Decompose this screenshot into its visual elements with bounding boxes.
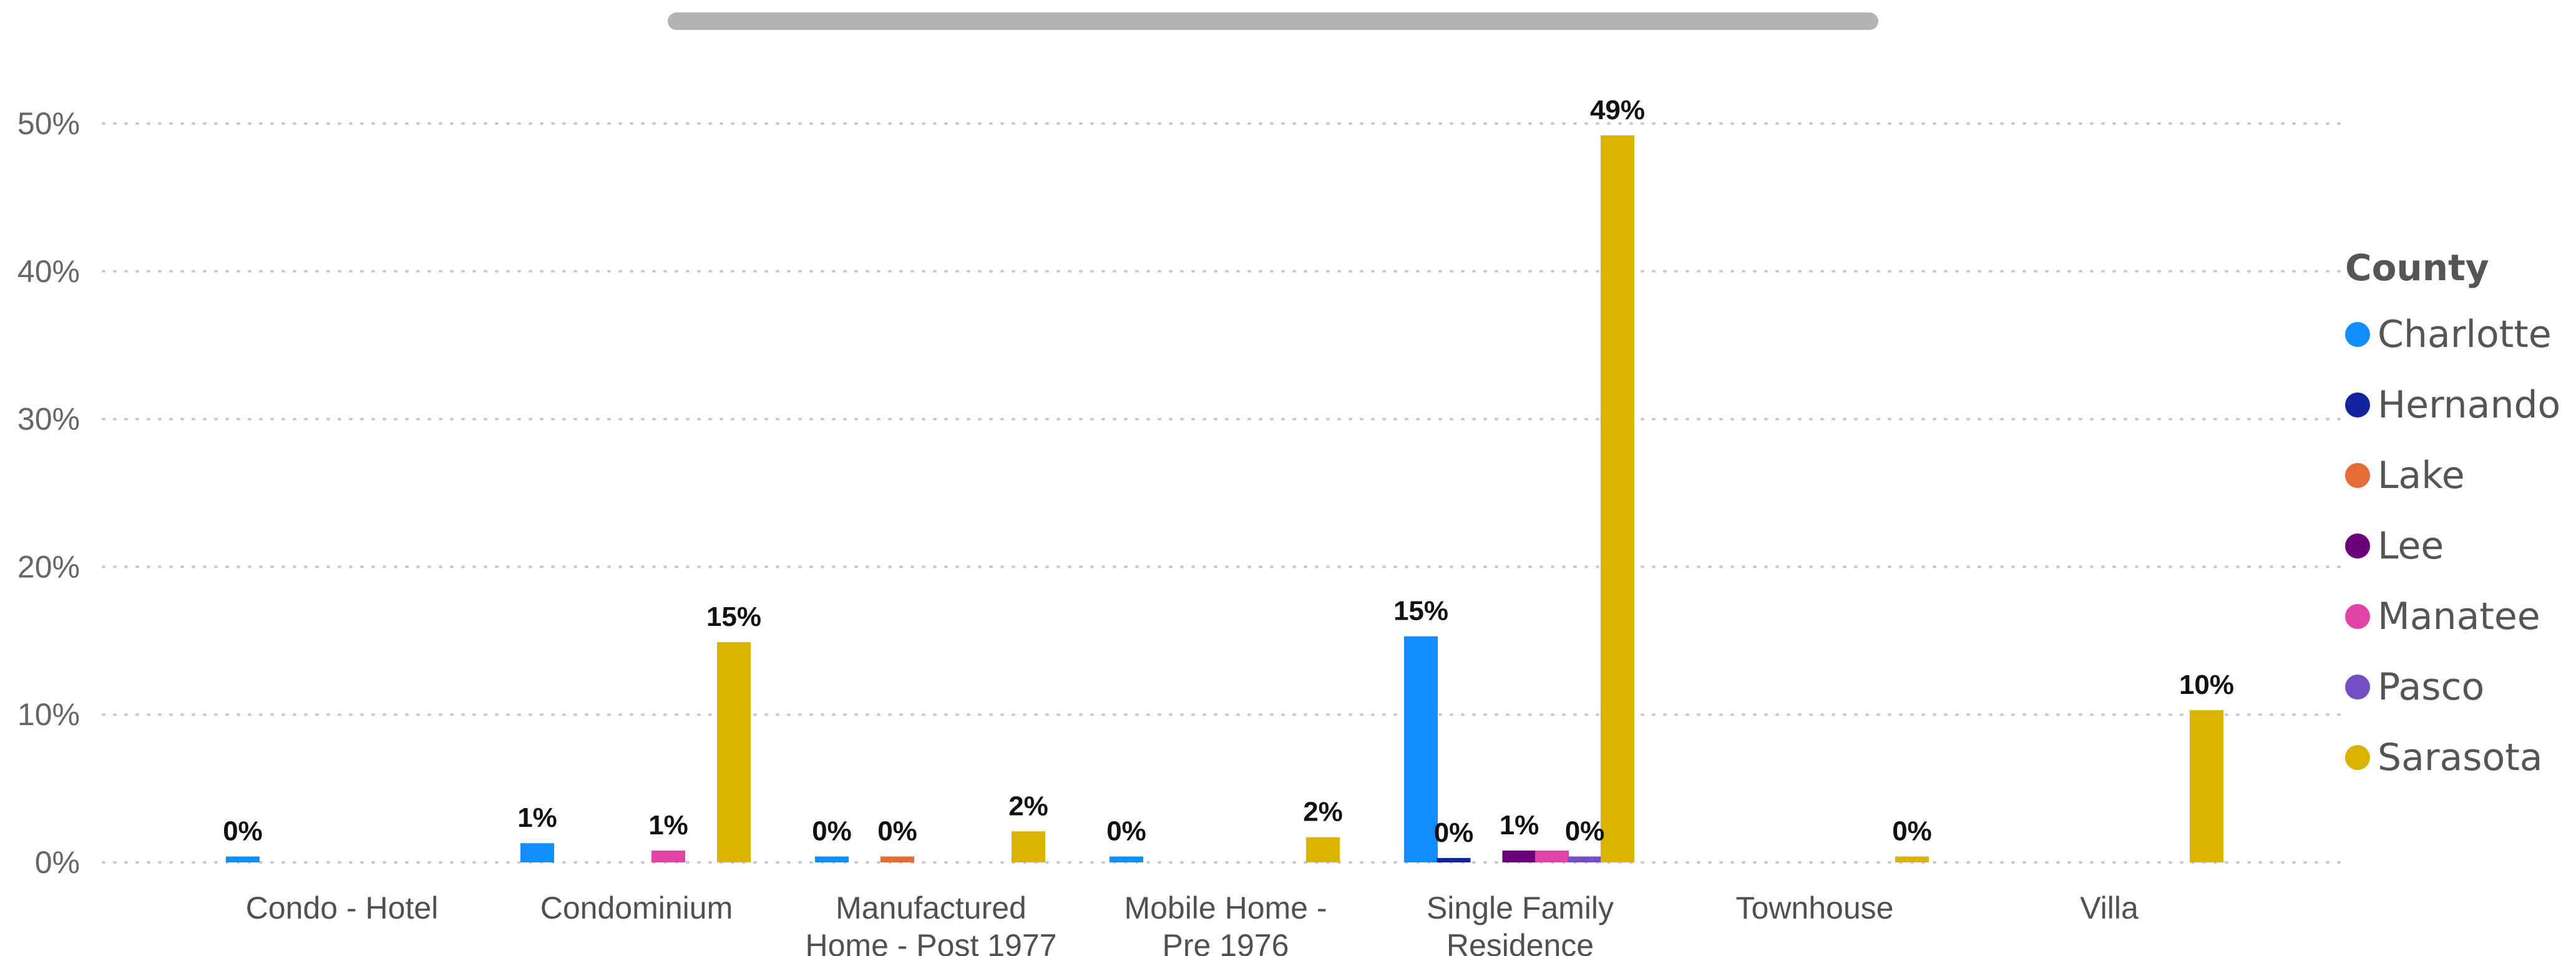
- data-label: 0%: [1892, 816, 1932, 847]
- bar-charlotte: [1404, 636, 1438, 862]
- y-tick-label: 30%: [17, 402, 80, 437]
- bar-charlotte: [520, 843, 554, 862]
- y-tick-label: 20%: [17, 549, 80, 584]
- data-labels: 0% 1% 0% 0% 15% 0% 0% 1% 1% 0% 15% 2% 2% 49% 0% 10%: [223, 95, 2234, 848]
- x-axis: Condo - Hotel Condominium Manufactured Home…: [246, 890, 2139, 956]
- x-category-label: Villa: [2080, 890, 2139, 925]
- legend-item-pasco[interactable]: Pasco: [2345, 651, 2560, 722]
- horizontal-scrollbar[interactable]: [668, 12, 1878, 30]
- x-category-label: Residence: [1447, 928, 1594, 956]
- legend-marker-icon: [2345, 603, 2370, 629]
- bar-charlotte: [1110, 856, 1143, 862]
- y-axis: 0% 10% 20% 30% 40% 50%: [17, 106, 80, 880]
- data-label: 0%: [1106, 816, 1146, 847]
- bar-sarasota: [2190, 710, 2223, 862]
- data-label: 15%: [1393, 596, 1448, 627]
- y-tick-label: 0%: [35, 845, 80, 880]
- legend-label: Pasco: [2378, 665, 2485, 709]
- bar-lee: [1502, 851, 1536, 862]
- legend-item-charlotte[interactable]: Charlotte: [2345, 299, 2560, 369]
- y-tick-label: 50%: [17, 106, 80, 141]
- bar-pasco: [1568, 856, 1602, 862]
- bar-lake: [881, 856, 914, 862]
- legend-item-lee[interactable]: Lee: [2345, 510, 2560, 581]
- bar-manatee: [651, 851, 685, 862]
- data-label: 0%: [877, 816, 917, 847]
- bar-charlotte: [226, 856, 260, 862]
- x-category-label: Manufactured: [836, 890, 1027, 925]
- y-tick-label: 40%: [17, 254, 80, 289]
- x-category-label: Home - Post 1977: [806, 928, 1057, 956]
- legend-title: County: [2345, 246, 2489, 289]
- data-label: 0%: [812, 816, 852, 847]
- bar-charlotte: [815, 856, 849, 862]
- x-category-label: Townhouse: [1736, 890, 1894, 925]
- y-tick-label: 10%: [17, 697, 80, 732]
- legend-label: Sarasota: [2378, 735, 2543, 779]
- x-category-label: Mobile Home -: [1124, 890, 1327, 925]
- data-label: 10%: [2179, 670, 2234, 700]
- legend-label: Lake: [2378, 453, 2465, 497]
- legend-item-sarasota[interactable]: Sarasota: [2345, 722, 2560, 793]
- bar-sarasota: [1012, 831, 1045, 862]
- legend-marker-icon: [2345, 674, 2370, 700]
- bar-manatee: [1535, 851, 1569, 862]
- data-label: 2%: [1303, 797, 1343, 827]
- legend-marker-icon: [2345, 533, 2370, 558]
- legend-label: Hernando: [2378, 383, 2561, 427]
- bar-hernando: [1437, 857, 1471, 862]
- legend-label: Lee: [2378, 524, 2444, 568]
- legend-item-hernando[interactable]: Hernando: [2345, 369, 2560, 440]
- data-label: 15%: [706, 602, 761, 632]
- legend-marker-icon: [2345, 462, 2370, 488]
- legend-item-manatee[interactable]: Manatee: [2345, 581, 2560, 651]
- bar-sarasota: [717, 642, 751, 862]
- data-label: 1%: [517, 802, 557, 833]
- bar-sarasota: [1306, 837, 1340, 862]
- data-label: 0%: [1434, 817, 1474, 848]
- data-label: 2%: [1008, 791, 1048, 821]
- gridlines: [102, 122, 2348, 864]
- bar-sarasota: [1601, 135, 1634, 863]
- data-label: 1%: [648, 810, 688, 841]
- legend: County Charlotte Hernando Lake Lee Manatee Pa…: [2345, 246, 2560, 793]
- bars: [226, 135, 2223, 863]
- x-category-label: Pre 1976: [1163, 928, 1289, 956]
- legend-item-lake[interactable]: Lake: [2345, 440, 2560, 510]
- legend-marker-icon: [2345, 744, 2370, 770]
- bar-sarasota: [1895, 856, 1929, 862]
- data-label: 0%: [1565, 816, 1605, 847]
- legend-label: Manatee: [2378, 594, 2540, 638]
- legend-label: Charlotte: [2378, 312, 2552, 356]
- legend-marker-icon: [2345, 321, 2370, 347]
- legend-marker-icon: [2345, 392, 2370, 417]
- data-label: 49%: [1590, 95, 1645, 125]
- data-label: 0%: [223, 816, 263, 847]
- data-label: 1%: [1500, 810, 1539, 841]
- x-category-label: Single Family: [1427, 890, 1614, 925]
- x-category-label: Condominium: [540, 890, 733, 925]
- x-category-label: Condo - Hotel: [246, 890, 439, 925]
